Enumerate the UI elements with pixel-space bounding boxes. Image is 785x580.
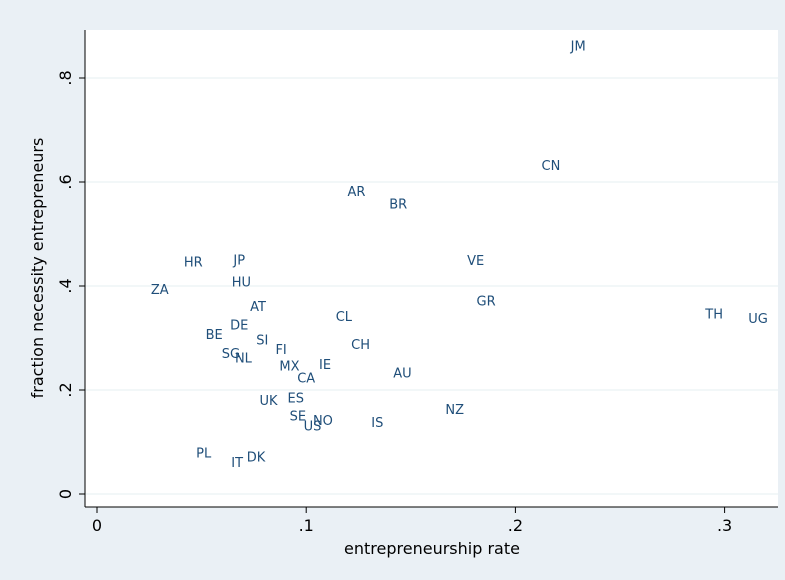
y-axis-ticks: 0 .2 .4 .6 .8 [56, 70, 85, 499]
data-point-ve: VE [467, 254, 484, 269]
data-point-ch: CH [351, 338, 370, 353]
data-point-pl: PL [196, 446, 212, 461]
data-point-si: SI [256, 334, 268, 349]
data-point-dk: DK [247, 451, 266, 466]
data-point-be: BE [206, 328, 223, 343]
data-point-es: ES [288, 391, 304, 406]
data-point-hu: HU [232, 275, 251, 290]
data-point-au: AU [393, 366, 411, 381]
y-tick-label: .8 [56, 70, 75, 85]
data-point-at: AT [250, 300, 266, 315]
data-point-us: US [304, 419, 322, 434]
data-point-uk: UK [260, 394, 279, 409]
data-point-ca: CA [297, 372, 315, 387]
data-point-nz: NZ [445, 403, 464, 418]
y-tick-label: .4 [56, 278, 75, 293]
data-point-no: NO [313, 414, 333, 429]
plot-area [85, 30, 778, 507]
x-tick-label: .2 [508, 516, 523, 535]
data-point-th: TH [704, 308, 723, 323]
data-point-it: IT [231, 456, 243, 471]
x-tick-label: .3 [717, 516, 732, 535]
data-point-cn: CN [542, 159, 561, 174]
data-point-jm: JM [570, 39, 586, 54]
data-point-ug: UG [748, 312, 768, 327]
data-point-sg: SG [222, 347, 240, 362]
data-point-jp: JP [232, 254, 245, 269]
data-point-za: ZA [151, 283, 169, 298]
x-tick-label: 0 [92, 516, 102, 535]
y-axis-title: fraction necessity entrepreneurs [28, 138, 47, 399]
data-point-br: BR [389, 197, 407, 212]
x-axis-title: entrepreneurship rate [344, 539, 520, 558]
x-axis-ticks: 0 .1 .2 .3 [92, 507, 732, 535]
y-tick-label: .6 [56, 174, 75, 189]
data-point-is: IS [371, 416, 383, 431]
data-point-nl: NL [235, 351, 253, 366]
data-point-fi: FI [275, 343, 286, 358]
axes [84, 30, 778, 508]
data-points: JM CN AR BR VE HR JP HU ZA GR TH UG AT CL DE BE SI CH FI SG… [151, 39, 768, 471]
x-tick-label: .1 [299, 516, 314, 535]
data-point-mx: MX [279, 360, 299, 375]
data-point-ar: AR [347, 185, 365, 200]
y-tick-label: 0 [56, 489, 75, 499]
data-point-de: DE [230, 319, 248, 334]
data-point-gr: GR [477, 295, 496, 310]
y-tick-label: .2 [56, 382, 75, 397]
data-point-cl: CL [336, 310, 353, 325]
data-point-hr: HR [184, 256, 203, 271]
gridlines [85, 77, 778, 495]
data-point-se: SE [290, 410, 306, 425]
data-point-ie: IE [319, 358, 331, 373]
